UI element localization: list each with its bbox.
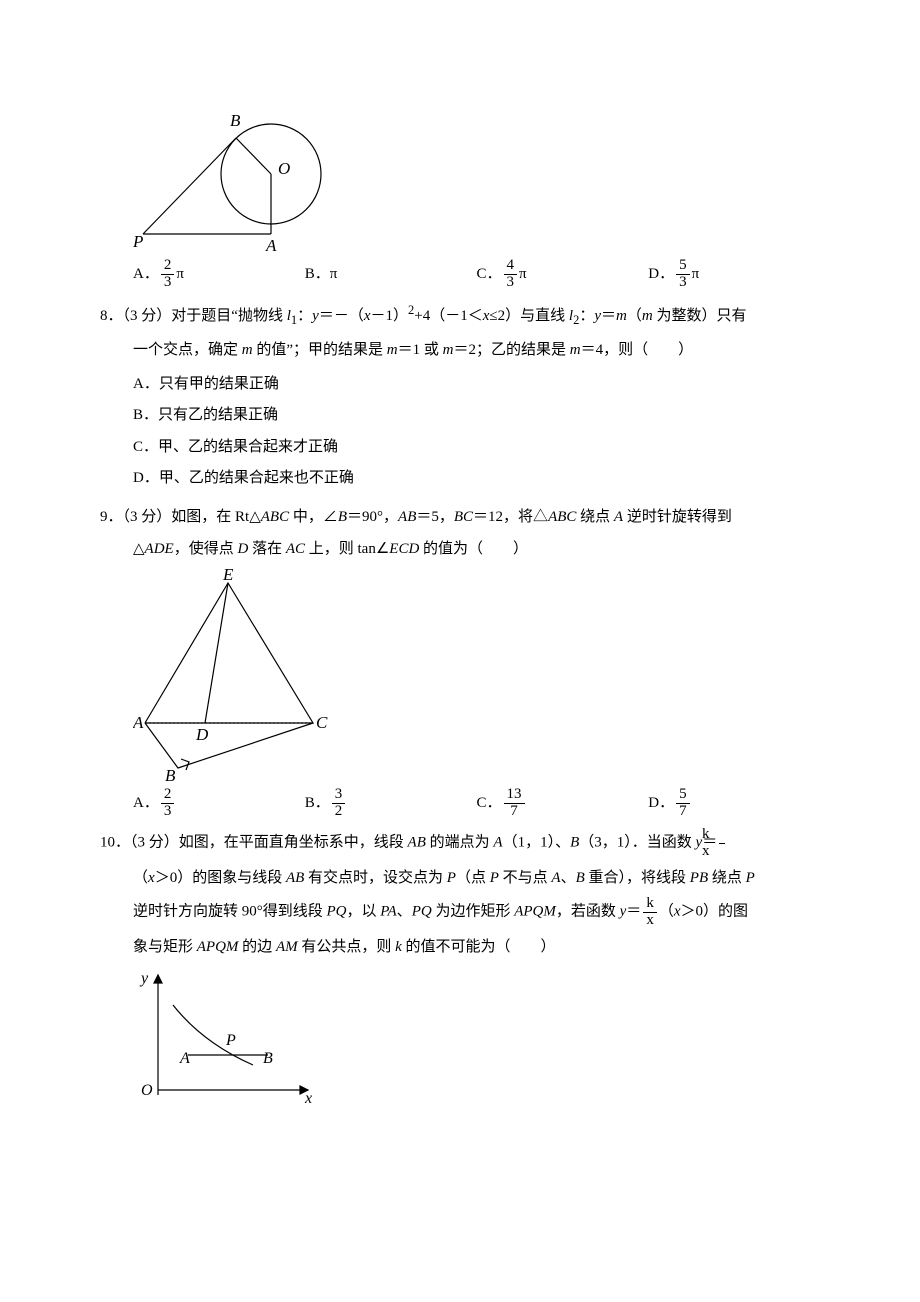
- option-letter: D．: [648, 260, 674, 289]
- question-8: 8．（3 分）对于题目“抛物线 l1：y＝－（x－1）2+4（－1＜x≤2）与直…: [100, 299, 820, 495]
- option-letter: D．: [648, 789, 674, 818]
- q10-stem-line4: 象与矩形 APQM 的边 AM 有公共点，则 k 的值不可能为（ ）: [100, 933, 820, 962]
- fraction: 137: [504, 787, 525, 820]
- label-P: P: [225, 1032, 236, 1049]
- fraction: 23: [161, 258, 175, 291]
- label-C: C: [316, 713, 328, 732]
- label-B: B: [230, 111, 241, 130]
- q8-option-D: D．甲、乙的结果合起来也不正确: [133, 463, 820, 495]
- q9-option-C: C． 137: [477, 787, 649, 820]
- q9-option-D: D． 57: [648, 787, 820, 820]
- fraction: 53: [676, 258, 690, 291]
- label-B: B: [263, 1050, 273, 1067]
- label-A: A: [133, 713, 144, 732]
- fraction: 43: [504, 258, 518, 291]
- q10-stem-line1: 10．（3 分）如图，在平面直角坐标系中，线段 AB 的端点为 A（1，1）、B…: [100, 827, 820, 860]
- option-letter: C．: [477, 789, 502, 818]
- label-O: O: [278, 159, 290, 178]
- option-letter: B．: [305, 260, 330, 289]
- q8-option-B: B．只有乙的结果正确: [133, 400, 820, 432]
- option-letter: A．: [133, 789, 159, 818]
- q9-stem-line1: 9．（3 分）如图，在 Rt△ABC 中，∠B＝90°，AB＝5，BC＝12，将…: [100, 503, 820, 532]
- label-B: B: [165, 766, 176, 783]
- q7-figure: B O P A: [100, 94, 820, 254]
- fraction: kx: [719, 827, 725, 860]
- label-P: P: [133, 232, 143, 251]
- fraction: 32: [332, 787, 346, 820]
- q10-stem-line3: 逆时针方向旋转 90°得到线段 PQ，以 PA、PQ 为边作矩形 APQM，若函…: [100, 896, 820, 929]
- option-letter: C．: [477, 260, 502, 289]
- q7-option-C: C． 43 π: [477, 258, 649, 291]
- label-x: x: [304, 1090, 312, 1105]
- label-O: O: [141, 1082, 153, 1099]
- q8-option-A: A．只有甲的结果正确: [133, 369, 820, 401]
- q8-stem-line2: 一个交点，确定 m 的值”；甲的结果是 m＝1 或 m＝2；乙的结果是 m＝4，…: [100, 336, 820, 365]
- fraction: kx: [643, 896, 657, 929]
- q7-option-D: D． 53 π: [648, 258, 820, 291]
- label-E: E: [222, 568, 234, 584]
- question-7-continued: B O P A A． 23 π B． π C． 43 π D． 53 π: [100, 94, 820, 291]
- q8-option-C: C．甲、乙的结果合起来才正确: [133, 432, 820, 464]
- option-letter: A．: [133, 260, 159, 289]
- q9-options: A． 23 B． 32 C． 137 D． 57: [100, 787, 820, 820]
- q7-option-B: B． π: [305, 260, 477, 289]
- label-D: D: [195, 725, 209, 744]
- pi: π: [330, 260, 338, 289]
- question-9: 9．（3 分）如图，在 Rt△ABC 中，∠B＝90°，AB＝5，BC＝12，将…: [100, 503, 820, 820]
- q8-options: A．只有甲的结果正确 B．只有乙的结果正确 C．甲、乙的结果合起来才正确 D．甲…: [100, 369, 820, 495]
- q8-stem-line1: 8．（3 分）对于题目“抛物线 l1：y＝－（x－1）2+4（－1＜x≤2）与直…: [100, 299, 820, 333]
- q7-option-A: A． 23 π: [133, 258, 305, 291]
- fraction: 57: [676, 787, 690, 820]
- q10-figure: y P A B O x: [100, 965, 820, 1105]
- question-10: 10．（3 分）如图，在平面直角坐标系中，线段 AB 的端点为 A（1，1）、B…: [100, 827, 820, 1105]
- label-y: y: [139, 970, 149, 987]
- q9-option-B: B． 32: [305, 787, 477, 820]
- label-A: A: [265, 236, 277, 254]
- q10-stem-line2: （x＞0）的图象与线段 AB 有交点时，设交点为 P（点 P 不与点 A、B 重…: [100, 864, 820, 893]
- pi: π: [519, 260, 527, 289]
- fraction: 23: [161, 787, 175, 820]
- q9-figure: E A D C B: [100, 568, 820, 783]
- pi: π: [692, 260, 700, 289]
- pi: π: [176, 260, 184, 289]
- q9-stem-line2: △ADE，使得点 D 落在 AC 上，则 tan∠ECD 的值为（ ）: [100, 535, 820, 564]
- q9-option-A: A． 23: [133, 787, 305, 820]
- option-letter: B．: [305, 789, 330, 818]
- label-A: A: [179, 1050, 190, 1067]
- q7-options: A． 23 π B． π C． 43 π D． 53 π: [100, 258, 820, 291]
